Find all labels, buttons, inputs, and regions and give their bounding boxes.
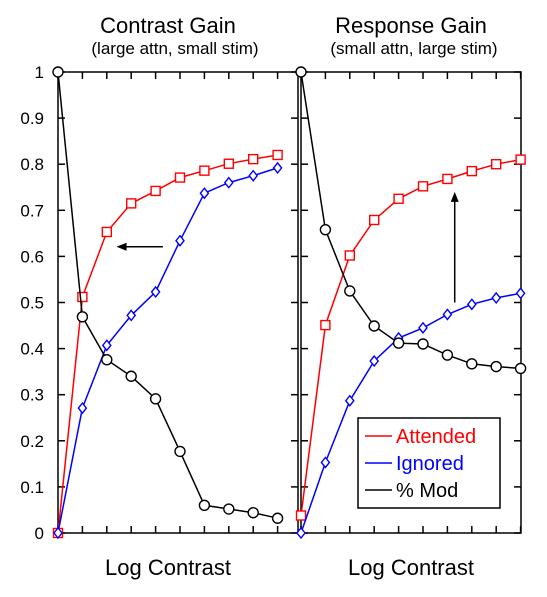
data-point-square: [101, 226, 113, 238]
legend-label-attended: Attended: [396, 426, 476, 448]
data-point-diamond: [491, 291, 502, 305]
data-point-square: [466, 165, 477, 177]
y-tick-label: 0: [35, 524, 44, 543]
data-point-diamond: [272, 161, 283, 175]
data-point-square: [491, 158, 502, 170]
y-tick-label: 0.5: [20, 294, 44, 313]
data-point-square: [174, 172, 186, 183]
panel-title: Contrast Gain: [100, 13, 236, 38]
data-point-square: [393, 193, 404, 204]
data-point-diamond: [150, 285, 161, 299]
series-pct-mod: [295, 66, 527, 375]
data-point-square: [272, 149, 283, 161]
data-point-diamond: [466, 298, 477, 311]
data-point-circle: [295, 66, 307, 78]
legend-label-mod: % Mod: [396, 480, 458, 502]
data-point-circle: [441, 349, 454, 361]
y-tick-label: 0.2: [20, 432, 44, 451]
legend: Attended Ignored % Mod: [357, 417, 501, 509]
series-line-pct-mod: [300, 71, 521, 370]
data-point-square: [320, 319, 331, 331]
y-tick-label: 0.6: [20, 247, 44, 266]
data-point-circle: [174, 445, 186, 458]
series-line-ignored: [57, 167, 278, 534]
y-tick-label: 1: [35, 63, 44, 82]
data-point-square: [150, 185, 161, 197]
series-line-attended: [300, 158, 521, 516]
x-axis-label: Log Contrast: [105, 555, 231, 580]
y-tick-label: 0.7: [20, 201, 44, 220]
series-ignored: [53, 161, 283, 540]
data-point-diamond: [77, 401, 88, 415]
panel-subtitle: (small attn, large stim): [330, 39, 497, 58]
data-point-diamond: [126, 309, 137, 322]
data-point-square: [417, 181, 429, 192]
data-point-circle: [417, 338, 429, 350]
data-point-circle: [368, 320, 380, 332]
data-point-circle: [466, 358, 478, 370]
data-point-diamond: [369, 354, 380, 368]
data-point-square: [295, 510, 307, 521]
data-point-diamond: [344, 394, 355, 407]
data-point-circle: [101, 353, 113, 366]
y-tick-label: 0.3: [20, 386, 44, 405]
data-point-circle: [52, 66, 64, 78]
panel-title: Response Gain: [335, 13, 487, 38]
legend-label-ignored: Ignored: [396, 453, 464, 475]
data-point-diamond: [175, 234, 185, 247]
data-point-circle: [76, 311, 89, 323]
data-point-circle: [247, 507, 259, 519]
data-point-circle: [271, 512, 284, 524]
y-tick-label: 0.4: [20, 340, 44, 359]
plot-frame: [57, 71, 299, 534]
data-point-square: [125, 198, 137, 209]
data-point-diamond: [248, 169, 259, 182]
data-point-diamond: [442, 308, 453, 321]
data-point-circle: [149, 393, 162, 405]
data-point-circle: [319, 223, 332, 236]
panel-response-gain: Response Gain (small attn, large stim) L…: [295, 13, 527, 580]
data-point-square: [247, 153, 259, 165]
data-point-diamond: [223, 176, 234, 189]
series-ignored: [296, 287, 526, 540]
data-point-circle: [198, 499, 211, 512]
data-point-square: [77, 291, 88, 303]
data-point-circle: [514, 362, 527, 375]
data-point-diamond: [53, 526, 63, 540]
data-point-circle: [392, 337, 405, 349]
data-point-diamond: [199, 187, 210, 200]
annotation-arrow-head: [450, 191, 459, 202]
data-point-diamond: [418, 321, 428, 334]
series-attended: [295, 154, 526, 521]
series-pct-mod: [52, 66, 284, 524]
annotation-arrow-head: [116, 242, 127, 251]
series-line-pct-mod: [57, 71, 278, 519]
data-point-diamond: [515, 287, 526, 300]
data-point-circle: [223, 503, 235, 515]
data-point-square: [515, 154, 526, 165]
data-point-square: [344, 250, 355, 261]
data-point-circle: [490, 360, 502, 373]
data-point-square: [223, 158, 235, 169]
data-point-square: [369, 214, 380, 226]
data-point-square: [199, 165, 210, 176]
series-line-ignored: [300, 292, 521, 534]
data-point-diamond: [296, 526, 306, 540]
series-attended: [52, 149, 283, 539]
y-tick-label: 0.9: [20, 109, 44, 128]
data-point-diamond: [101, 339, 112, 352]
y-tick-label: 0.1: [20, 478, 44, 497]
x-axis-label: Log Contrast: [348, 555, 474, 580]
panel-subtitle: (large attn, small stim): [91, 39, 258, 58]
series-line-attended: [57, 154, 278, 534]
y-tick-label: 0.8: [20, 155, 44, 174]
panel-contrast-gain: Contrast Gain (large attn, small stim) L…: [20, 13, 299, 580]
data-point-circle: [344, 285, 356, 297]
data-point-square: [442, 173, 453, 185]
data-point-circle: [125, 370, 137, 382]
data-point-diamond: [320, 456, 331, 469]
